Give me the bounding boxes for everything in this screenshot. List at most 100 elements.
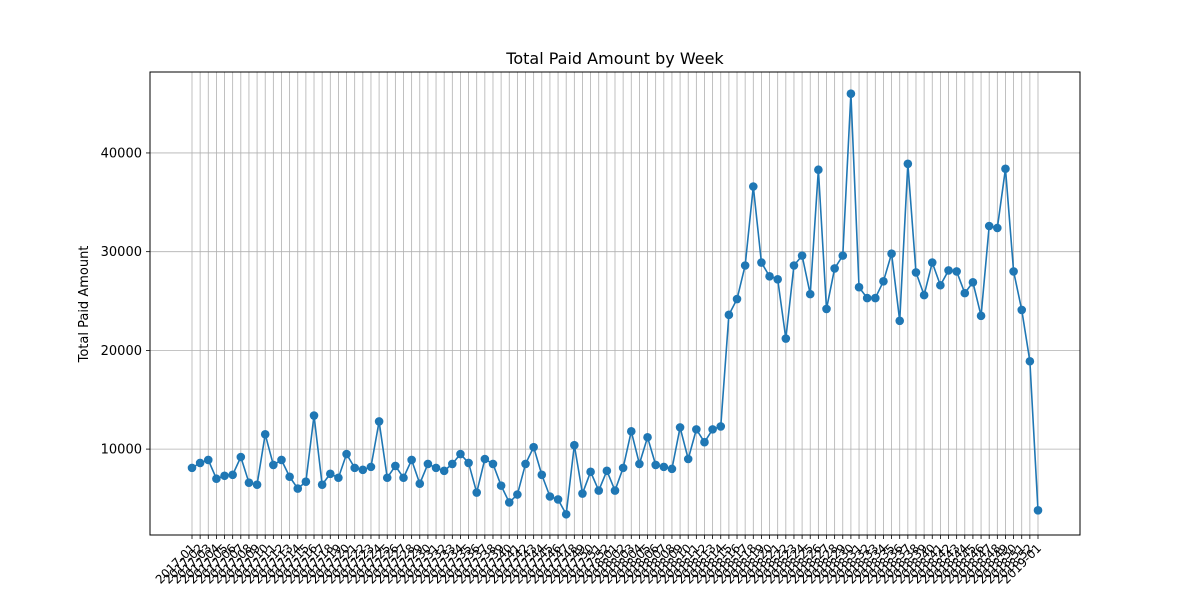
data-point (968, 277, 978, 287)
data-point (602, 466, 612, 476)
data-point (911, 268, 921, 277)
data-point (212, 474, 221, 484)
data-point (472, 488, 482, 497)
data-point (244, 478, 254, 487)
data-point (1025, 356, 1035, 366)
data-point (561, 509, 571, 519)
data-point (521, 459, 530, 469)
data-point (407, 455, 416, 465)
data-point (496, 481, 506, 490)
series-layer (187, 89, 1043, 519)
data-point (643, 432, 652, 442)
data-point (594, 486, 604, 495)
data-point (716, 422, 726, 431)
data-point (887, 249, 896, 258)
data-point (293, 484, 303, 493)
data-point (586, 467, 595, 477)
data-point (285, 472, 294, 482)
x-axis-ticks: 2017-012017-022017-032017-042017-052017-… (153, 535, 1044, 587)
data-point (708, 425, 717, 434)
data-point (277, 455, 286, 465)
data-point (236, 452, 246, 462)
data-point (374, 417, 384, 426)
data-point (618, 463, 628, 473)
data-point (1033, 506, 1043, 515)
data-point (448, 459, 457, 469)
data-point (342, 449, 351, 459)
grid-lines (150, 72, 1080, 535)
data-point (667, 464, 677, 474)
data-point (570, 440, 579, 450)
y-tick-label: 30000 (101, 245, 142, 260)
data-point (651, 460, 660, 470)
data-point (309, 411, 319, 420)
y-tick-label: 40000 (101, 146, 142, 161)
data-point (399, 473, 408, 483)
data-point (1017, 305, 1027, 315)
data-point (431, 463, 441, 473)
data-point (1001, 164, 1010, 174)
data-point (391, 461, 400, 471)
data-point (830, 264, 839, 273)
data-point (382, 473, 392, 483)
data-point (252, 480, 262, 489)
data-point (740, 261, 750, 270)
data-point (944, 266, 953, 275)
data-point (659, 462, 669, 472)
data-point (626, 427, 636, 436)
data-point (854, 282, 864, 292)
data-point (675, 423, 685, 432)
data-point (960, 288, 970, 298)
data-point (553, 495, 563, 504)
data-point (984, 221, 994, 231)
data-point (993, 223, 1002, 233)
data-point (862, 293, 872, 303)
data-point (529, 442, 538, 452)
data-point (513, 490, 522, 499)
data-point (919, 290, 929, 300)
data-point (317, 480, 327, 489)
data-point (325, 469, 335, 479)
data-point (195, 458, 205, 468)
data-point (1009, 267, 1018, 276)
data-point (350, 463, 359, 473)
data-point (228, 470, 237, 480)
data-point (903, 159, 913, 169)
data-point (545, 492, 555, 501)
data-point (822, 304, 831, 314)
y-tick-label: 20000 (101, 344, 142, 359)
data-point (789, 261, 799, 270)
data-point (610, 486, 620, 495)
data-point (952, 267, 961, 276)
data-point (871, 293, 880, 303)
data-point (732, 294, 742, 304)
chart-title: Total Paid Amount by Week (505, 49, 724, 68)
data-point (220, 471, 229, 481)
data-point (415, 479, 425, 488)
data-point (423, 459, 433, 469)
data-point (838, 251, 848, 260)
data-point (269, 460, 278, 470)
data-point (366, 462, 376, 472)
data-point (927, 258, 937, 267)
data-point (748, 182, 758, 191)
data-point (781, 334, 791, 343)
data-point (260, 430, 270, 439)
data-point (976, 311, 986, 321)
data-point (334, 473, 343, 483)
data-point (757, 258, 766, 267)
y-axis-ticks: 10000 20000 30000 40000 (101, 146, 150, 458)
data-point (537, 470, 547, 480)
y-tick-label: 10000 (101, 443, 142, 458)
data-point (724, 310, 734, 320)
data-point (936, 280, 945, 290)
data-point (301, 477, 311, 486)
data-point (203, 455, 213, 465)
data-point (456, 449, 465, 459)
data-point (700, 437, 709, 447)
data-point (879, 276, 888, 286)
data-point (578, 489, 587, 498)
data-point (488, 459, 498, 469)
data-point (797, 251, 807, 260)
